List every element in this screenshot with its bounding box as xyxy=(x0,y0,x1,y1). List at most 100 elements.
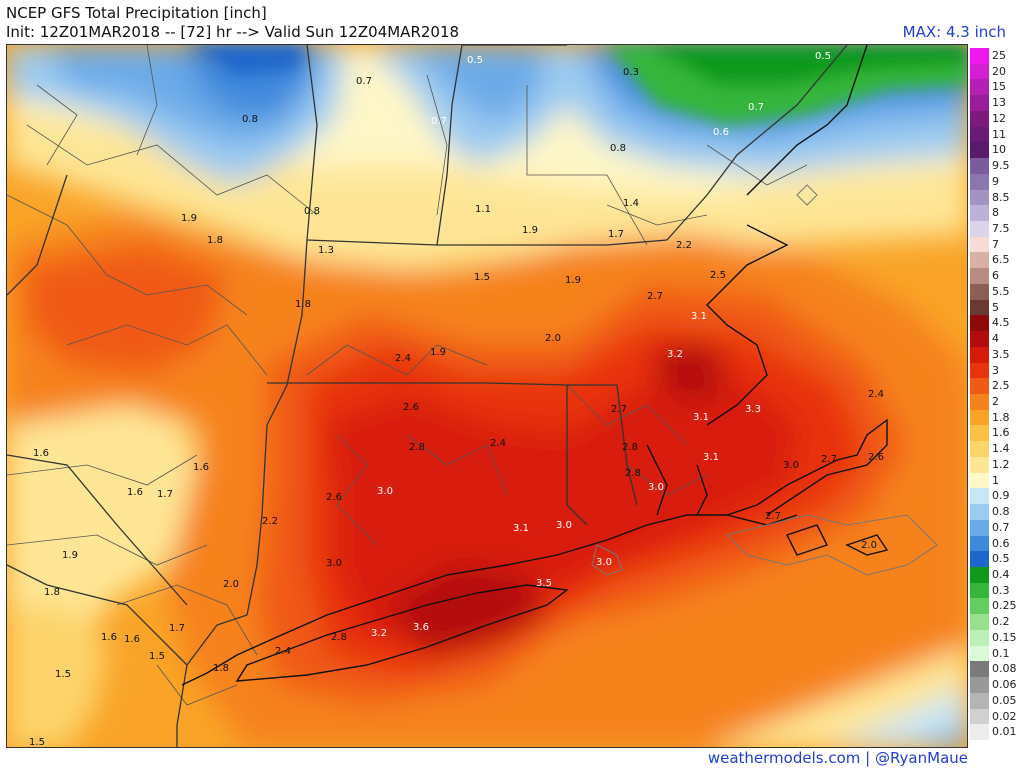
precip-field-low-north xyxy=(187,45,967,125)
precip-value-label: 1.7 xyxy=(608,229,624,240)
precip-value-label: 3.1 xyxy=(513,523,529,534)
legend-swatch xyxy=(970,362,989,379)
legend-label: 0.15 xyxy=(992,630,1017,644)
legend-entry: 0.6 xyxy=(970,535,1024,552)
map-value-labels: 0.5 0.7 0.3 0.5 0.7 0.8 0.7 0.6 0.8 0.8 1.1 1.4 1.9 1… xyxy=(29,51,884,748)
precip-value-label: 1.9 xyxy=(522,225,538,236)
precip-value-label: 1.9 xyxy=(62,550,78,561)
offshore-contours xyxy=(591,184,938,576)
precip-value-label: 1.8 xyxy=(207,235,223,246)
legend-swatch xyxy=(970,677,989,694)
precip-value-label: 2.6 xyxy=(868,452,884,463)
legend-entry: 20 xyxy=(970,63,1024,80)
precip-value-label: 0.5 xyxy=(815,51,831,62)
precip-value-label: 1.9 xyxy=(181,213,197,224)
precip-value-label: 0.8 xyxy=(610,143,626,154)
precip-value-label: 1.4 xyxy=(623,198,639,209)
precip-value-label: 0.7 xyxy=(356,76,372,87)
legend-entry: 0.8 xyxy=(970,504,1024,521)
legend-entry: 0.1 xyxy=(970,645,1024,662)
precip-value-label: 3.5 xyxy=(536,578,552,589)
legend-label: 20 xyxy=(992,64,1006,78)
legend-swatch xyxy=(970,598,989,615)
precip-value-label: 2.6 xyxy=(326,492,342,503)
legend-label: 0.4 xyxy=(992,568,1010,581)
legend-label: 25 xyxy=(992,49,1006,62)
legend-swatch xyxy=(970,173,989,191)
legend-entry: 8.5 xyxy=(970,189,1024,206)
precip-value-label: 3.2 xyxy=(371,628,387,639)
precip-value-label: 2.5 xyxy=(710,270,726,281)
precip-value-label: 0.5 xyxy=(467,55,483,66)
legend-entry: 0.05 xyxy=(970,692,1024,710)
precip-value-label: 2.8 xyxy=(622,442,638,453)
legend-label: 1.2 xyxy=(992,457,1010,471)
legend-label: 11 xyxy=(992,127,1006,141)
precip-value-label: 1.5 xyxy=(29,737,45,748)
legend-swatch xyxy=(970,110,989,128)
precip-value-label: 1.6 xyxy=(127,487,143,498)
legend-label: 3.5 xyxy=(992,347,1010,361)
legend-label: 0.8 xyxy=(992,505,1010,519)
legend-swatch xyxy=(970,126,989,143)
precip-value-label: 3.0 xyxy=(326,558,342,569)
legend-swatch xyxy=(970,645,989,662)
precip-value-label: 2.4 xyxy=(490,438,506,449)
legend-entry: 1.8 xyxy=(970,409,1024,426)
legend-label: 6.5 xyxy=(992,253,1010,267)
legend-entry: 7.5 xyxy=(970,221,1024,238)
precip-value-label: 2.7 xyxy=(765,511,781,522)
legend-label: 0.5 xyxy=(992,552,1010,566)
precip-value-label: 2.4 xyxy=(395,353,411,364)
legend-swatch xyxy=(970,378,989,395)
legend-label: 2 xyxy=(992,395,999,408)
precip-value-label: 3.3 xyxy=(745,404,761,415)
legend-entry: 0.2 xyxy=(970,614,1024,631)
precip-value-label: 3.1 xyxy=(703,452,719,463)
legend-swatch xyxy=(970,48,989,65)
precipitation-map: 0.5 0.7 0.3 0.5 0.7 0.8 0.7 0.6 0.8 0.8 1.1 1.4 1.9 1… xyxy=(6,44,968,748)
legend-swatch xyxy=(970,629,989,647)
legend-entry: 0.08 xyxy=(970,661,1024,678)
legend-label: 0.7 xyxy=(992,520,1010,534)
legend-swatch xyxy=(970,79,989,96)
legend-swatch xyxy=(970,268,989,285)
legend-label: 0.05 xyxy=(992,693,1017,707)
legend-swatch xyxy=(970,315,989,332)
legend-entry: 1.4 xyxy=(970,441,1024,458)
legend-entry: 3.5 xyxy=(970,346,1024,364)
legend-entry: 9.5 xyxy=(970,158,1024,175)
precip-value-label: 1.9 xyxy=(430,347,446,358)
legend-swatch xyxy=(970,63,989,80)
legend-swatch xyxy=(970,346,989,364)
legend-entry: 0.06 xyxy=(970,677,1024,694)
legend-entry: 5.5 xyxy=(970,283,1024,301)
legend-entry: 0.02 xyxy=(970,708,1024,725)
legend-entry: 6.5 xyxy=(970,252,1024,269)
legend-entry: 0.4 xyxy=(970,567,1024,584)
legend-label: 1.8 xyxy=(992,410,1010,424)
legend-label: 0.6 xyxy=(992,536,1010,550)
precip-value-label: 3.0 xyxy=(556,520,572,531)
map-canvas: 0.5 0.7 0.3 0.5 0.7 0.8 0.7 0.6 0.8 0.8 1.1 1.4 1.9 1… xyxy=(7,45,967,748)
precip-value-label: 0.8 xyxy=(304,206,320,217)
legend: 25 20 15 13 12 11 10 9.5 9 8.5 8 7.5 7 6.5 6 5.5 5 4.5 4 3.… xyxy=(970,48,1024,741)
legend-entry: 25 xyxy=(970,48,1024,65)
legend-label: 1.6 xyxy=(992,426,1010,440)
legend-entry: 4.5 xyxy=(970,315,1024,332)
legend-swatch xyxy=(970,221,989,238)
precip-value-label: 2.6 xyxy=(403,402,419,413)
legend-swatch xyxy=(970,504,989,521)
legend-entry: 6 xyxy=(970,268,1024,285)
precip-value-label: 2.2 xyxy=(262,516,278,527)
legend-entry: 4 xyxy=(970,331,1024,348)
precip-value-label: 3.0 xyxy=(648,482,664,493)
legend-label: 5 xyxy=(992,300,999,314)
legend-swatch xyxy=(970,708,989,725)
legend-label: 0.25 xyxy=(992,599,1017,613)
precip-value-label: 1.5 xyxy=(474,272,490,283)
legend-label: 0.9 xyxy=(992,489,1010,503)
legend-label: 4 xyxy=(992,332,999,346)
legend-swatch xyxy=(970,472,989,489)
precip-value-label: 2.8 xyxy=(625,468,641,479)
